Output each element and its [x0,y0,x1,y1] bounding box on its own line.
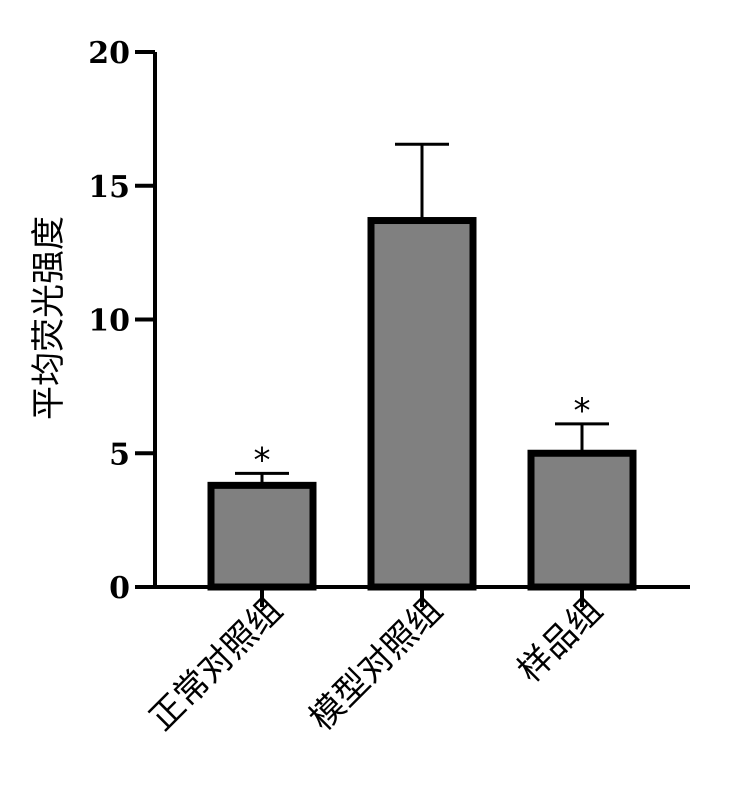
y-tick-label-3: 10 [88,304,130,339]
x-tick-label-1: 正常对照组 [142,590,290,738]
chart-marks: ** [207,142,637,591]
y-axis-title-group: 平均荧光强度 [29,216,69,420]
y-axis-title: 平均荧光强度 [29,216,69,420]
significance-marker-1: * [254,440,271,480]
y-tick-label-5: 20 [88,36,130,71]
y-tick-label-2: 5 [109,437,130,472]
bar-3 [527,449,637,591]
significance-marker-3: * [574,391,591,431]
y-tick-label-4: 15 [88,170,130,205]
y-tick-label-1: 0 [109,571,130,606]
x-tick-label-3: 样品组 [510,590,610,690]
bar-1 [207,481,317,591]
bar-2 [367,217,477,591]
x-tick-label-2: 模型对照组 [302,590,450,738]
